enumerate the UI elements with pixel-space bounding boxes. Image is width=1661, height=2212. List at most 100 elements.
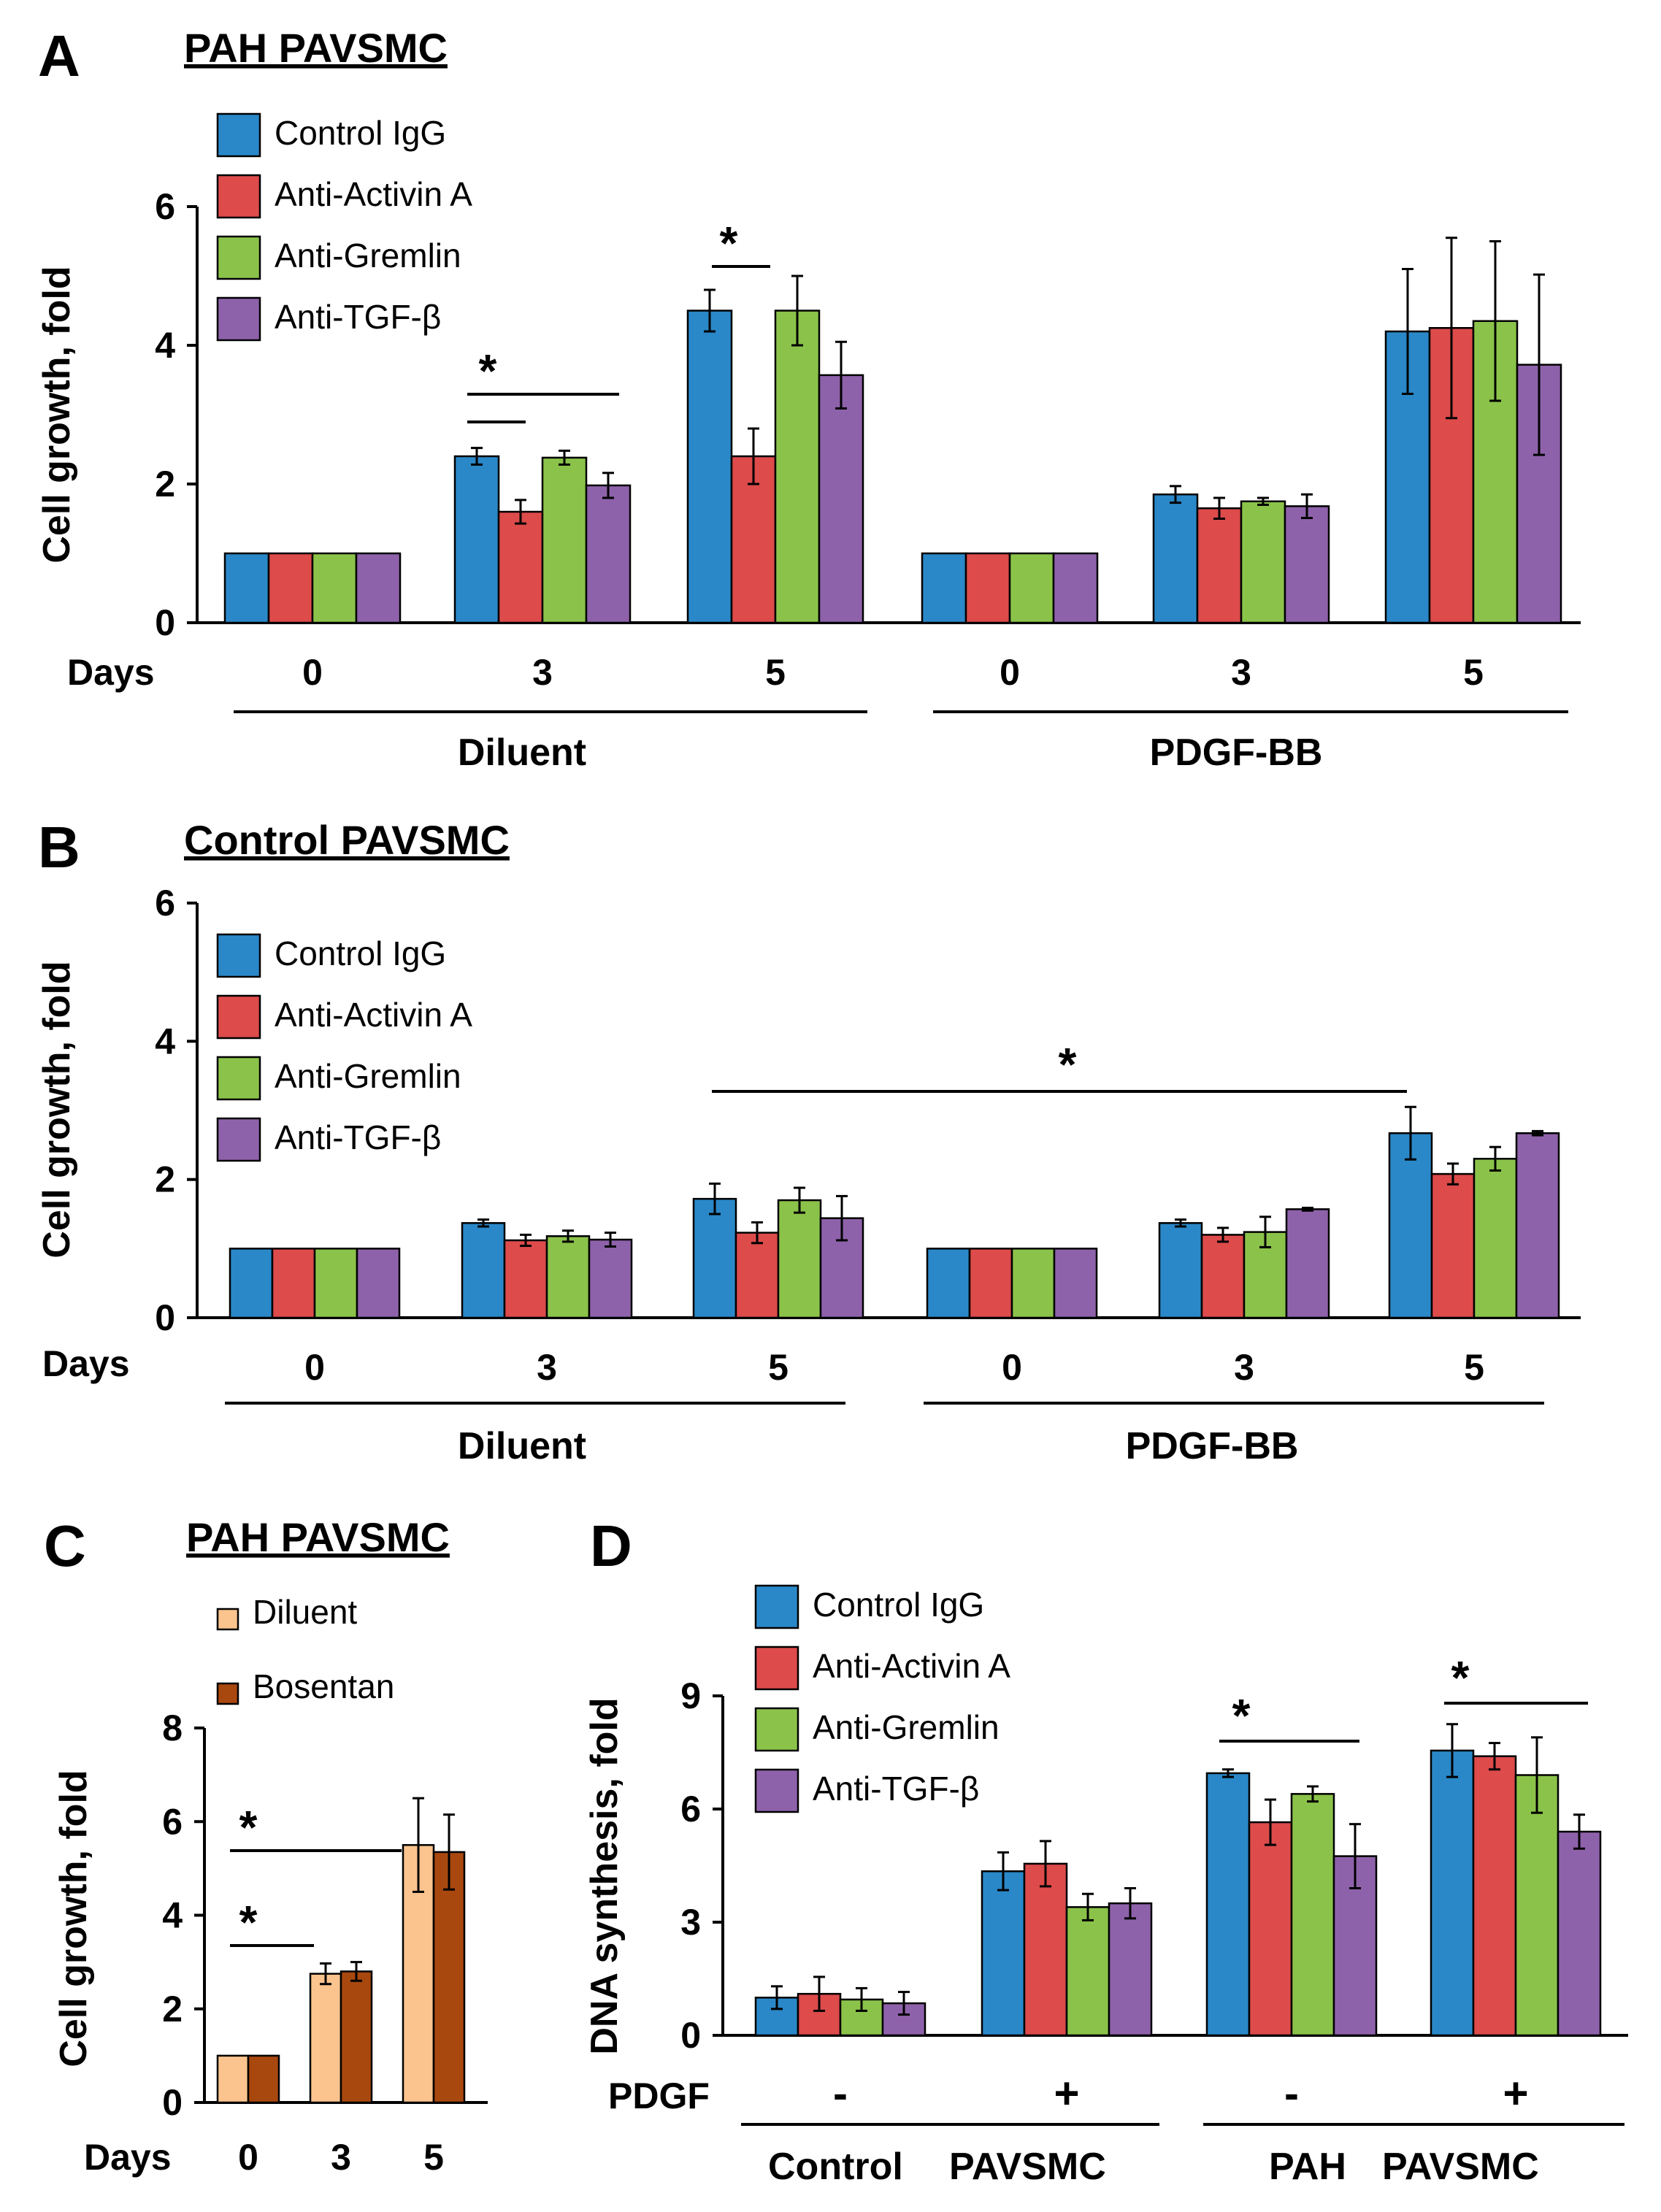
panel-c-y-tick-label: 0 <box>162 2082 183 2123</box>
panel-a-category-label: 0 <box>1000 652 1020 693</box>
panel-c-category-label: 0 <box>238 2137 258 2178</box>
panel-c-legend-label: Bosentan <box>253 1667 394 1705</box>
panel-d-letter: D <box>590 1513 632 1578</box>
panel-a-legend-label: Anti-Gremlin <box>275 237 461 274</box>
panel-a-bar <box>267 552 314 624</box>
panel-b-category-label: 3 <box>537 1347 557 1388</box>
panel-b-bar <box>461 1222 506 1319</box>
panel-a-legend-label: Control IgG <box>275 114 446 152</box>
panel-a-y-axis-title: Cell growth, fold <box>36 266 78 563</box>
panel-d-legend-label: Control IgG <box>813 1586 984 1624</box>
panel-a-legend-swatch <box>216 296 261 342</box>
panel-c-bar <box>216 2054 250 2104</box>
panel-c-y-tick-label: 6 <box>162 1801 183 1842</box>
panel-b-bar <box>229 1248 274 1319</box>
panel-a-legend-label: Anti-Activin A <box>275 175 472 213</box>
panel-d-group-label: PAH <box>1269 2146 1346 2188</box>
panel-b-bar <box>1388 1132 1433 1319</box>
panel-b-bar <box>1430 1172 1476 1319</box>
panel-a-group-label: PDGF-BB <box>1150 731 1323 774</box>
panel-b-bar <box>313 1248 358 1319</box>
panel-c-category-label: 5 <box>423 2137 444 2178</box>
panel-b-bar <box>968 1248 1013 1319</box>
panel-b-legend-swatch <box>216 1056 261 1101</box>
panel-a-legend-swatch <box>216 112 261 158</box>
panel-d-category-label: - <box>1284 2069 1299 2118</box>
panel-c-x-axis-title: Days <box>84 2137 172 2178</box>
panel-d-bar <box>1023 1862 1068 2037</box>
panel-d-legend-label: Anti-Activin A <box>813 1647 1010 1685</box>
panel-c-y-axis-title: Cell growth, fold <box>53 1770 95 2067</box>
panel-a-y-tick-label: 2 <box>155 464 175 504</box>
panel-b-legend-label: Anti-Activin A <box>275 996 472 1034</box>
panel-b-x-axis-title: Days <box>42 1343 130 1384</box>
panel-d-x-axis-title: PDGF <box>608 2075 710 2116</box>
panel-a-bar <box>1284 505 1330 624</box>
panel-a-bar <box>1052 552 1099 624</box>
panel-c-y-tick-label: 2 <box>162 1989 183 2029</box>
panel-a-bar <box>921 552 967 624</box>
panel-a-title: PAH PAVSMC <box>184 25 448 71</box>
panel-c-y-tick-label: 4 <box>162 1895 183 1936</box>
panel-b-bar <box>734 1232 780 1319</box>
panel-a-category-label: 3 <box>1231 652 1251 693</box>
panel-a-bar <box>1240 500 1286 624</box>
panel-d-significance-star: * <box>1451 1651 1470 1704</box>
panel-d-bar <box>1557 1830 1602 2037</box>
panel-b-y-tick-label: 6 <box>155 883 175 923</box>
panel-d-legend-label: Anti-Gremlin <box>813 1708 1000 1746</box>
panel-c-y-tick-label: 8 <box>162 1708 183 1748</box>
panel-a-y-tick-label: 6 <box>155 186 175 227</box>
panel-d-bar <box>1514 1774 1560 2037</box>
panel-a-legend-swatch <box>216 235 261 280</box>
panel-b-legend-swatch <box>216 994 261 1040</box>
panel-b-y-tick-label: 4 <box>155 1021 175 1061</box>
panel-c-bar <box>432 1851 466 2104</box>
panel-d-y-tick-label: 9 <box>680 1675 701 1716</box>
panel-d-group-label: PAVSMC <box>1382 2146 1539 2188</box>
panel-a-bar <box>774 310 821 624</box>
panel-d-bar <box>981 1870 1026 2037</box>
panel-c-title: PAH PAVSMC <box>186 1514 450 1560</box>
panel-a-bar <box>541 456 588 624</box>
panel-a-category-label: 0 <box>302 652 323 693</box>
panel-c-legend-label: Diluent <box>253 1593 357 1631</box>
panel-a-bar <box>686 310 733 624</box>
panel-b-bar <box>926 1248 971 1319</box>
panel-b-bar <box>271 1248 316 1319</box>
panel-b-bar <box>1158 1222 1203 1319</box>
panel-a-bar <box>355 552 402 624</box>
panel-a-significance-star: * <box>720 217 738 269</box>
panel-c-bar <box>247 2054 280 2104</box>
panel-a-bar <box>223 552 270 624</box>
panel-d-group-label: PAVSMC <box>949 2146 1106 2188</box>
panel-b-group-label: Diluent <box>458 1425 586 1467</box>
panel-b-category-label: 0 <box>304 1347 325 1388</box>
panel-d-bar <box>1248 1821 1293 2037</box>
panel-b-bar <box>692 1197 737 1319</box>
panel-a-category-label: 5 <box>1463 652 1484 693</box>
panel-b-y-axis-title: Cell growth, fold <box>36 961 78 1258</box>
panel-c-legend-swatch <box>216 1682 239 1705</box>
panel-a-x-axis-title: Days <box>67 652 155 693</box>
panel-b-bar <box>356 1248 401 1319</box>
panel-b-legend-label: Anti-TGF-β <box>275 1118 441 1156</box>
panel-a-bar <box>1152 494 1199 624</box>
panel-b-category-label: 0 <box>1002 1347 1022 1388</box>
panel-b-bar <box>1285 1208 1330 1319</box>
panel-b-bar <box>1010 1248 1056 1319</box>
panel-b-bar <box>1053 1248 1098 1319</box>
panel-b-legend-swatch <box>216 933 261 978</box>
panel-d-group-label: Control <box>768 2146 903 2188</box>
panel-b-significance-star: * <box>1059 1038 1077 1091</box>
panel-a-letter: A <box>38 23 80 88</box>
panel-a-legend-label: Anti-TGF-β <box>275 298 441 336</box>
panel-c-significance-star: * <box>239 1801 258 1854</box>
panel-a-bar <box>585 484 632 624</box>
panel-b-legend-label: Control IgG <box>275 934 446 972</box>
panel-b-title: Control PAVSMC <box>184 817 510 863</box>
panel-a-group-label: Diluent <box>458 731 586 774</box>
panel-d-category-label: + <box>1503 2069 1528 2118</box>
panel-b-legend-swatch <box>216 1117 261 1162</box>
